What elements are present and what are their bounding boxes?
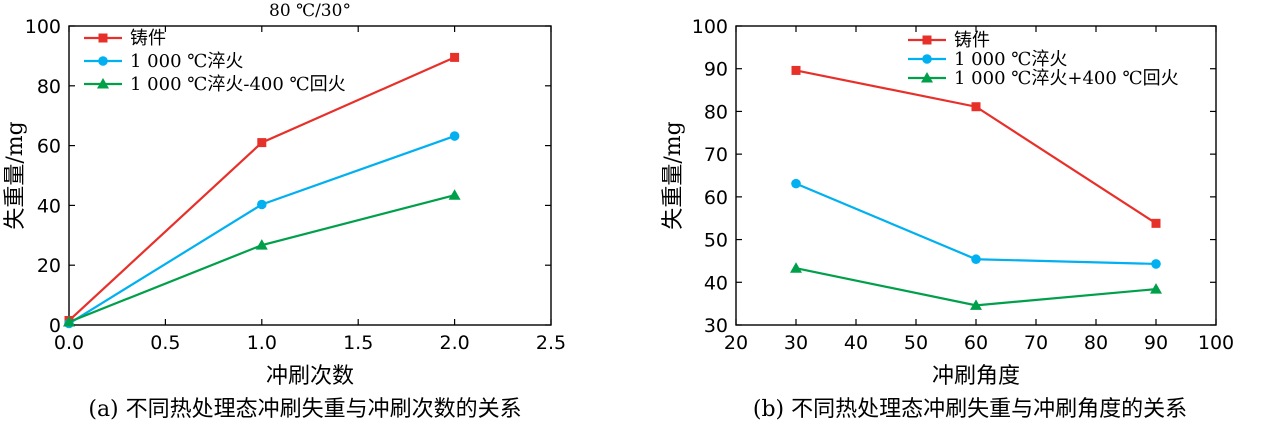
chart-b-y-tick-label: 50 xyxy=(704,230,728,252)
chart-b-x-tick-label: 20 xyxy=(724,332,748,354)
chart-a-legend-0-marker xyxy=(98,33,108,43)
chart-b-series-0-point xyxy=(791,65,801,75)
chart-a-y-tick-label: 0 xyxy=(49,315,61,337)
chart-b-y-tick-label: 80 xyxy=(704,101,728,123)
chart-a-plot-frame xyxy=(68,25,552,326)
chart-b-y-tick-label: 40 xyxy=(704,272,728,294)
chart-a-y-tick-label: 20 xyxy=(37,255,61,277)
chart-b-x-tick-label: 30 xyxy=(784,332,808,354)
chart-a-series-0-line xyxy=(68,56,456,322)
chart-b-legend-0-marker xyxy=(922,35,932,45)
chart-b-y-tick-label: 100 xyxy=(692,16,728,38)
chart-a-x-tick-label: 1.0 xyxy=(247,332,277,354)
chart-a-y-tick-label: 40 xyxy=(37,195,61,217)
chart-b-x-tick-label: 70 xyxy=(1024,332,1048,354)
chart-b-y-tick-label: 30 xyxy=(704,315,728,337)
chart-a-series-0-point xyxy=(257,138,267,148)
chart-b-x-axis-label: 冲刷角度 xyxy=(932,364,1020,389)
chart-b-legend-1-label: 1 000 ℃淬火 xyxy=(954,49,1067,70)
caption-a: (a) 不同热处理态冲刷失重与冲刷次数的关系 xyxy=(88,397,521,422)
chart-b-x-tick-label: 100 xyxy=(1198,332,1234,354)
chart-a-legend-0-label: 铸件 xyxy=(130,28,166,49)
chart-b-x-tick-label: 40 xyxy=(844,332,868,354)
chart-a-x-axis-label: 冲刷次数 xyxy=(266,364,354,389)
chart-a-series-2-line xyxy=(68,194,455,324)
chart-a-x-tick-label: 1.5 xyxy=(343,332,373,354)
chart-b: 20 30 40 50 60 70 80 90 10030405060708090100冲刷角度… xyxy=(661,16,1234,389)
chart-b-y-tick-label: 90 xyxy=(704,59,728,81)
chart-b-series-2-point xyxy=(1150,283,1162,294)
chart-a-series-2-point xyxy=(255,239,268,250)
chart-b-series-1-line xyxy=(795,182,1157,266)
chart-b-x-tick-label: 60 xyxy=(964,332,988,354)
chart-a-x-tick-label: 0.5 xyxy=(150,332,180,354)
chart-a-series-2-point xyxy=(63,316,75,327)
chart-a-legend-1-marker xyxy=(98,56,108,66)
chart-b-y-tick-label: 70 xyxy=(704,144,728,166)
chart-a-title: 80 ℃/30° xyxy=(269,1,351,21)
chart-b-series-2-point xyxy=(970,299,982,310)
chart-b-series-0-point xyxy=(971,102,981,112)
chart-a-legend-2-marker xyxy=(97,78,109,89)
chart-b-series-1-point xyxy=(1151,259,1161,269)
chart-a-x-tick-label: 2.5 xyxy=(536,332,566,354)
chart-b-legend-1-marker xyxy=(922,54,932,64)
chart-a-series-0-point xyxy=(450,52,460,62)
chart-b-series-1-point xyxy=(791,178,801,189)
chart-b-legend-0-label: 铸件 xyxy=(954,30,990,51)
chart-a-y-tick-label: 80 xyxy=(37,76,61,98)
chart-b-series-2-point xyxy=(790,262,802,273)
chart-b-legend-2-label: 1 000 ℃淬火+400 ℃回火 xyxy=(954,68,1179,89)
chart-a-y-axis-label: 失重量/mg xyxy=(3,121,28,229)
chart-b-series-0-line xyxy=(795,69,1157,225)
chart-a-legend-2-label: 1 000 ℃淬火-400 ℃回火 xyxy=(130,74,346,95)
chart-b-series-1-point xyxy=(971,254,981,265)
chart-a-x-tick-label: 0.0 xyxy=(54,332,84,354)
chart-b-x-tick-label: 80 xyxy=(1084,332,1108,354)
chart-a-series-1-point xyxy=(449,131,460,141)
chart-a-legend-1-label: 1 000 ℃淬火 xyxy=(130,51,243,72)
chart-a-x-tick-label: 2.0 xyxy=(439,332,469,354)
chart-a-y-tick-label: 60 xyxy=(37,136,61,158)
chart-b-y-tick-label: 60 xyxy=(704,187,728,209)
chart-b-y-axis-label: 失重量/mg xyxy=(661,121,686,229)
chart-a-series-2-point xyxy=(448,189,461,200)
chart-b-series-0-point xyxy=(1151,218,1161,228)
chart-a-y-tick-label: 100 xyxy=(25,16,61,38)
chart-b-legend-2-marker xyxy=(921,72,933,83)
chart-b-x-tick-label: 90 xyxy=(1144,332,1168,354)
caption-b: (b) 不同热处理态冲刷失重与冲刷角度的关系 xyxy=(753,397,1187,422)
chart-a-series-1-point xyxy=(257,199,267,210)
chart-a-series-1-line xyxy=(68,134,455,325)
chart-a: 0.0 0.5 1.0 1.5 2.0 2.5 0 20 40 60 80 100 冲刷次数 失重量/mg… xyxy=(3,16,566,389)
chart-b-x-tick-label: 50 xyxy=(904,332,928,354)
